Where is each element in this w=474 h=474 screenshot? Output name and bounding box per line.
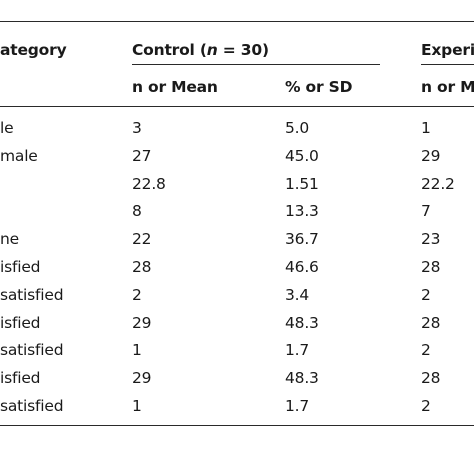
control-sd-cell: 46.6 (285, 258, 319, 276)
control-mean-cell: 1 (132, 341, 142, 359)
control-group-n-symbol: n (206, 41, 218, 59)
control-sd-cell: 1.51 (285, 175, 319, 193)
control-group-header: Control (n = 30) (132, 40, 269, 60)
experimental-mean-cell: 28 (421, 314, 441, 332)
experimental-mean-cell: 28 (421, 258, 441, 276)
control-sd-cell: 45.0 (285, 147, 319, 165)
experimental-mean-cell: 2 (421, 341, 431, 359)
experimental-mean-cell: 7 (421, 202, 431, 220)
control-mean-cell: 27 (132, 147, 152, 165)
category-cell: male (0, 147, 38, 165)
experimental-group-rule (421, 64, 474, 65)
experimental-group-header: Experim (421, 41, 474, 59)
experimental-mean-header: n or M (421, 78, 474, 96)
category-cell: satisfied (0, 286, 64, 304)
table-top-rule (0, 21, 474, 22)
experimental-mean-cell: 22.2 (421, 175, 455, 193)
control-group-rule (132, 64, 380, 65)
table-bottom-rule (0, 425, 474, 426)
control-sd-header: % or SD (285, 78, 353, 96)
experimental-mean-cell: 2 (421, 397, 431, 415)
category-cell: ne (0, 230, 19, 248)
control-mean-header: n or Mean (132, 78, 218, 96)
category-cell: satisfied (0, 397, 64, 415)
control-mean-cell: 8 (132, 202, 142, 220)
control-sd-cell: 3.4 (285, 286, 310, 304)
control-group-suffix: = 30) (217, 41, 269, 59)
control-mean-cell: 22.8 (132, 175, 166, 193)
control-sd-cell: 13.3 (285, 202, 319, 220)
control-mean-cell: 29 (132, 369, 152, 387)
control-sd-cell: 48.3 (285, 369, 319, 387)
experimental-mean-cell: 29 (421, 147, 441, 165)
category-cell: isfied (0, 369, 41, 387)
control-sd-cell: 1.7 (285, 397, 310, 415)
experimental-mean-cell: 1 (421, 119, 431, 137)
control-sd-cell: 36.7 (285, 230, 319, 248)
control-group-prefix: Control ( (132, 41, 207, 59)
category-cell: le (0, 119, 14, 137)
category-cell: satisfied (0, 341, 64, 359)
control-mean-cell: 3 (132, 119, 142, 137)
control-mean-cell: 2 (132, 286, 142, 304)
experimental-mean-cell: 2 (421, 286, 431, 304)
control-sd-cell: 1.7 (285, 341, 310, 359)
control-mean-cell: 29 (132, 314, 152, 332)
control-mean-cell: 1 (132, 397, 142, 415)
category-cell: isfied (0, 314, 41, 332)
category-header: ategory (0, 41, 67, 59)
control-sd-cell: 5.0 (285, 119, 310, 137)
category-cell: isfied (0, 258, 41, 276)
control-mean-cell: 28 (132, 258, 152, 276)
experimental-mean-cell: 23 (421, 230, 441, 248)
experimental-mean-cell: 28 (421, 369, 441, 387)
header-bottom-rule (0, 106, 474, 107)
control-sd-cell: 48.3 (285, 314, 319, 332)
control-mean-cell: 22 (132, 230, 152, 248)
